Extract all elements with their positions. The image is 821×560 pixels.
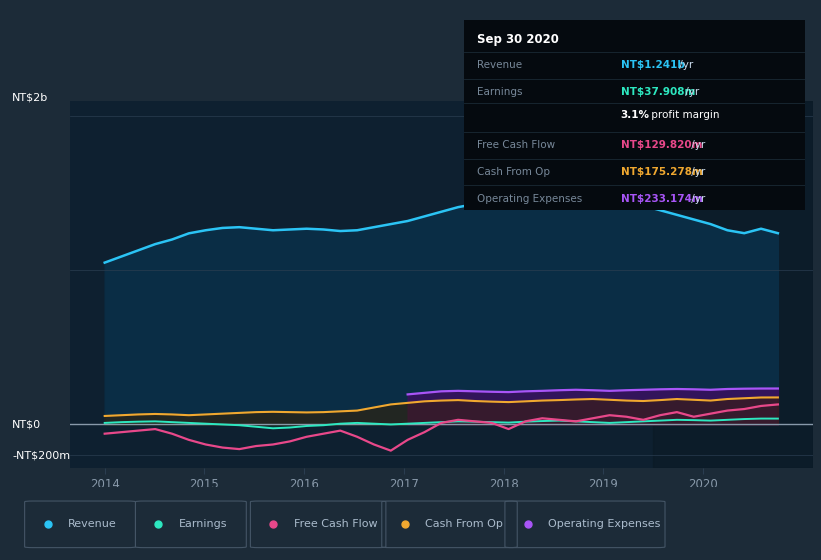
- Text: NT$37.908m: NT$37.908m: [621, 87, 695, 97]
- Text: /yr: /yr: [688, 167, 705, 177]
- Bar: [654, 101, 813, 468]
- Text: NT$129.820m: NT$129.820m: [621, 140, 702, 150]
- Text: NT$233.174m: NT$233.174m: [621, 194, 703, 204]
- Text: -NT$200m: -NT$200m: [12, 450, 71, 460]
- Text: /yr: /yr: [682, 87, 699, 97]
- Text: 3.1%: 3.1%: [621, 110, 649, 120]
- Text: /yr: /yr: [676, 60, 693, 71]
- Text: NT$2b: NT$2b: [12, 93, 48, 103]
- Text: Free Cash Flow: Free Cash Flow: [294, 519, 378, 529]
- Text: /yr: /yr: [688, 194, 705, 204]
- Text: NT$0: NT$0: [12, 419, 41, 430]
- Text: Free Cash Flow: Free Cash Flow: [478, 140, 556, 150]
- Text: Cash From Op: Cash From Op: [478, 167, 551, 177]
- Text: NT$175.278m: NT$175.278m: [621, 167, 703, 177]
- Text: profit margin: profit margin: [648, 110, 719, 120]
- Text: Sep 30 2020: Sep 30 2020: [478, 33, 559, 46]
- Text: Cash From Op: Cash From Op: [425, 519, 503, 529]
- Text: Earnings: Earnings: [478, 87, 523, 97]
- Text: Revenue: Revenue: [68, 519, 117, 529]
- Text: Operating Expenses: Operating Expenses: [478, 194, 583, 204]
- Text: NT$1.241b: NT$1.241b: [621, 60, 685, 71]
- Text: Revenue: Revenue: [478, 60, 523, 71]
- Text: Operating Expenses: Operating Expenses: [548, 519, 661, 529]
- Text: Earnings: Earnings: [179, 519, 227, 529]
- Text: /yr: /yr: [688, 140, 705, 150]
